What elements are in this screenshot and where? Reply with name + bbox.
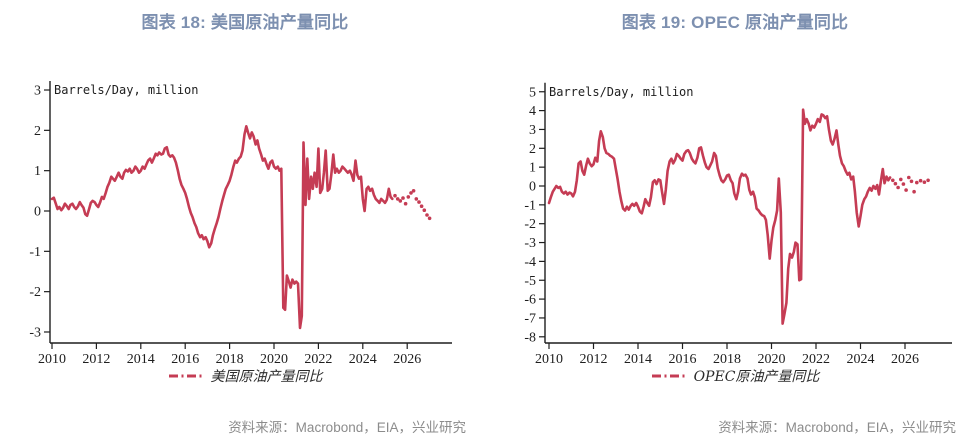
svg-text:2018: 2018 xyxy=(216,352,244,367)
svg-text:4: 4 xyxy=(529,104,536,119)
svg-text:-2: -2 xyxy=(524,217,536,232)
svg-text:2010: 2010 xyxy=(535,352,563,367)
svg-text:2024: 2024 xyxy=(847,352,875,367)
svg-text:2: 2 xyxy=(529,142,536,157)
svg-text:2024: 2024 xyxy=(349,352,377,367)
svg-text:-1: -1 xyxy=(29,245,41,260)
svg-text:3: 3 xyxy=(529,123,536,138)
opec-crude-yoy-chart: 5 4 3 2 1 0 -1 -2 -3 -4 -5 -6 -7 -8 2010 2012 2014 2016 20… xyxy=(524,82,952,367)
svg-text:2016: 2016 xyxy=(669,352,697,367)
legend-dash-dot-line-icon xyxy=(651,374,686,378)
svg-text:2022: 2022 xyxy=(304,352,332,367)
svg-text:2020: 2020 xyxy=(758,352,786,367)
svg-text:-2: -2 xyxy=(29,285,41,300)
chart-panel-opec: 图表 19: OPEC 原油产量同比 5 4 3 2 1 0 -1 -2 -3 -4 -5 -6 -7 -… xyxy=(490,0,980,447)
source-note: 资料来源：Macrobond，EIA，兴业研究 xyxy=(228,420,466,435)
legend-label: 美国原油产量同比 xyxy=(210,369,323,385)
svg-text:2010: 2010 xyxy=(38,352,66,367)
svg-text:1: 1 xyxy=(34,164,41,179)
svg-text:2016: 2016 xyxy=(171,352,199,367)
svg-text:-3: -3 xyxy=(524,236,536,251)
svg-text:2012: 2012 xyxy=(580,352,608,367)
figure-title: 图表 19: OPEC 原油产量同比 xyxy=(621,13,849,32)
svg-text:2026: 2026 xyxy=(891,352,919,367)
svg-text:0: 0 xyxy=(529,180,536,195)
figure-title: 图表 18: 美国原油产量同比 xyxy=(141,13,349,32)
svg-text:Barrels/Day, million: Barrels/Day, million xyxy=(549,85,694,99)
us-crude-yoy-chart: 3 2 1 0 -1 -2 -3 2010 2012 2014 2016 2018 2020 2022 20… xyxy=(29,81,452,367)
svg-text:2012: 2012 xyxy=(82,352,110,367)
svg-text:-8: -8 xyxy=(524,330,536,345)
svg-text:2020: 2020 xyxy=(260,352,288,367)
svg-text:0: 0 xyxy=(34,205,41,220)
svg-text:-7: -7 xyxy=(524,311,536,326)
svg-text:2014: 2014 xyxy=(127,352,155,367)
svg-text:-6: -6 xyxy=(524,293,536,308)
svg-text:1: 1 xyxy=(529,161,536,176)
svg-text:2018: 2018 xyxy=(713,352,741,367)
svg-text:2026: 2026 xyxy=(393,352,421,367)
legend-dash-dot-line-icon xyxy=(168,374,203,378)
svg-text:5: 5 xyxy=(529,85,536,100)
svg-text:-1: -1 xyxy=(524,198,536,213)
svg-text:3: 3 xyxy=(34,84,41,99)
svg-text:2: 2 xyxy=(34,124,41,139)
svg-text:-3: -3 xyxy=(29,325,41,340)
chart-legend: OPEC原油产量同比 xyxy=(490,366,980,386)
svg-text:2014: 2014 xyxy=(624,352,652,367)
svg-text:-5: -5 xyxy=(524,274,536,289)
chart-panel-us: 图表 18: 美国原油产量同比 3 2 1 0 -1 -2 -3 2010 2012 2014 20… xyxy=(0,13,490,435)
chart-legend: 美国原油产量同比 xyxy=(0,366,490,386)
svg-text:2022: 2022 xyxy=(802,352,830,367)
source-note: 资料来源：Macrobond，EIA，兴业研究 xyxy=(718,420,956,435)
legend-label: OPEC原油产量同比 xyxy=(693,369,820,385)
svg-text:-4: -4 xyxy=(524,255,536,270)
svg-text:Barrels/Day, million: Barrels/Day, million xyxy=(54,83,199,97)
